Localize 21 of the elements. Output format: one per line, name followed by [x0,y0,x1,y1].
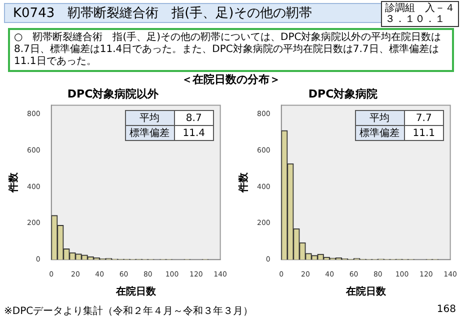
y-axis-title: 件数 [8,171,20,194]
text: 診調組 入－４ [385,3,455,14]
annotation: 8.7 [174,110,214,126]
text: ３．１０．１ [385,14,446,25]
annotation: 7.7 [404,110,444,126]
annotation: 標準偏差 [355,126,404,140]
annotation: 11.1 [404,126,444,140]
text: ※DPCデータより集計（令和２年４月～令和３年３月） [4,304,254,318]
x-axis-title: 在院日数 [114,286,157,298]
text: ○ 靭帯断裂縫合術 指(手、足)その他の靭帯については、DPC対象病院以外の平均在院日数は8.7日、標準偏差は11.4日であった。また、DPC対象病院の平均在院日数は7.7日、標準偏差は11.1日であった。 [8,28,454,72]
text: ＜在院日数の分布＞ [180,72,282,87]
text: 168 [436,304,456,315]
chart-title: DPC対象病院 [308,87,378,100]
annotation: 11.4 [174,126,214,140]
y-axis-title: 件数 [238,171,250,194]
text: K0743 靭帯断裂縫合術 指(手、足)その他の靭帯 [4,3,384,23]
chart-title: DPC対象病院以外 [67,87,160,100]
annotation: 平均 [355,110,404,126]
x-axis-title: 在院日数 [344,286,387,298]
annotation: 平均 [125,110,174,126]
annotation: 標準偏差 [125,126,174,140]
